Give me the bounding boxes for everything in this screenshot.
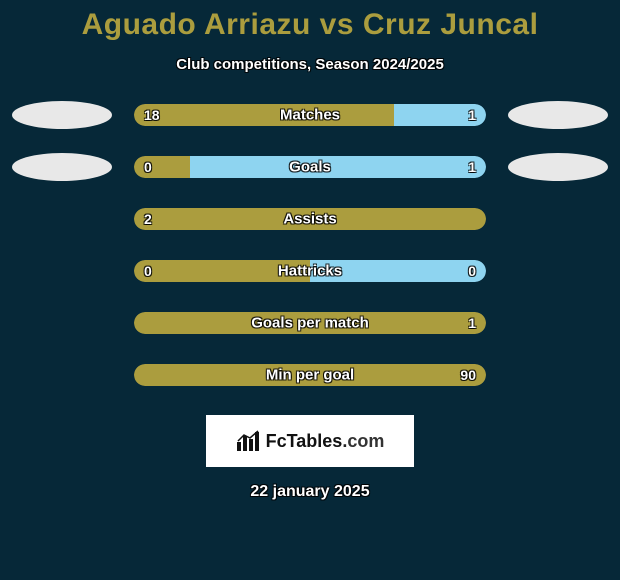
stat-bar: Assists 2 — [134, 208, 486, 230]
page-title: Aguado Arriazu vs Cruz Juncal — [0, 8, 620, 42]
stat-row: Hattricks 0 0 — [0, 257, 620, 285]
stat-label: Assists — [283, 211, 336, 228]
bar-segment-right — [190, 156, 486, 178]
stat-label: Matches — [280, 107, 340, 124]
player-left-marker — [12, 101, 112, 129]
stat-bar: Min per goal 90 — [134, 364, 486, 386]
player-right-marker — [508, 153, 608, 181]
player-left-marker — [12, 153, 112, 181]
stat-row: Matches 18 1 — [0, 101, 620, 129]
stat-value-left: 0 — [144, 263, 152, 279]
stat-row: Min per goal 90 — [0, 361, 620, 389]
stat-label: Goals per match — [251, 315, 369, 332]
brand-name: FcTables — [266, 431, 343, 451]
stat-value-left: 18 — [144, 107, 160, 123]
stats-comparison-card: Aguado Arriazu vs Cruz Juncal Club compe… — [0, 0, 620, 580]
brand-bars-icon — [236, 430, 262, 452]
player-right-marker — [508, 101, 608, 129]
stat-rows: Matches181Goals01Assists2Hattricks00Goal… — [0, 101, 620, 389]
stat-bar: Goals 0 1 — [134, 156, 486, 178]
stat-row: Goals per match 1 — [0, 309, 620, 337]
bar-segment-left — [134, 104, 394, 126]
stat-bar: Hattricks 0 0 — [134, 260, 486, 282]
stat-bar: Goals per match 1 — [134, 312, 486, 334]
bar-segment-left — [134, 156, 190, 178]
stat-value-right: 0 — [468, 263, 476, 279]
stat-label: Hattricks — [278, 263, 342, 280]
date-label: 22 january 2025 — [0, 483, 620, 501]
stat-value-right: 1 — [468, 315, 476, 331]
stat-label: Min per goal — [266, 367, 354, 384]
stat-value-left: 2 — [144, 211, 152, 227]
stat-bar: Matches 18 1 — [134, 104, 486, 126]
stat-value-right: 1 — [468, 107, 476, 123]
brand-badge: FcTables.com — [206, 415, 414, 467]
brand-text: FcTables.com — [266, 431, 385, 452]
stat-value-right: 1 — [468, 159, 476, 175]
stat-value-left: 0 — [144, 159, 152, 175]
stat-row: Assists 2 — [0, 205, 620, 233]
stat-label: Goals — [289, 159, 331, 176]
brand-suffix: com — [347, 431, 384, 451]
subtitle: Club competitions, Season 2024/2025 — [0, 56, 620, 73]
stat-row: Goals 0 1 — [0, 153, 620, 181]
stat-value-right: 90 — [460, 367, 476, 383]
